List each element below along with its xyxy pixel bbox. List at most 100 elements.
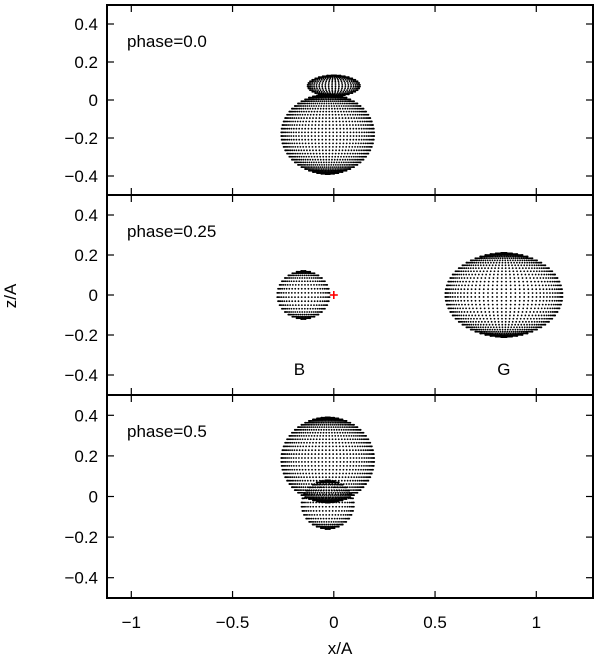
data-point — [365, 127, 367, 130]
data-point — [304, 300, 306, 303]
data-point — [322, 110, 325, 113]
data-point — [326, 420, 328, 422]
data-point — [288, 138, 291, 141]
data-point — [489, 328, 491, 331]
data-point — [301, 315, 304, 318]
data-point — [301, 449, 304, 452]
data-point — [540, 326, 543, 329]
data-point — [335, 441, 337, 444]
data-point — [345, 472, 348, 475]
data-point — [339, 131, 342, 134]
data-point — [363, 138, 365, 141]
data-point — [292, 131, 295, 134]
data-point — [343, 164, 346, 166]
data-point — [335, 166, 338, 169]
data-point — [345, 105, 347, 107]
data-point — [286, 117, 289, 119]
data-point — [500, 284, 503, 287]
data-point — [293, 149, 296, 152]
data-point — [322, 168, 325, 170]
data-point — [341, 82, 343, 84]
data-point — [366, 472, 369, 475]
data-point — [317, 142, 320, 145]
data-point — [352, 453, 355, 455]
data-point — [528, 267, 530, 270]
data-point — [342, 434, 345, 437]
data-point — [364, 449, 367, 452]
data-point — [328, 107, 331, 110]
data-point — [545, 299, 548, 302]
data-point — [298, 158, 301, 161]
data-point — [456, 314, 459, 317]
data-point — [343, 423, 345, 426]
data-point — [331, 441, 334, 444]
data-point — [325, 110, 328, 113]
data-point — [310, 491, 313, 494]
data-point — [286, 145, 289, 148]
data-point — [321, 457, 324, 459]
data-point — [297, 287, 300, 290]
data-point — [285, 120, 288, 123]
data-point — [296, 113, 299, 116]
data-point — [492, 261, 495, 264]
data-point — [321, 142, 324, 145]
data-point — [292, 311, 294, 313]
data-point — [342, 127, 345, 130]
data-point — [357, 142, 360, 145]
data-point — [323, 300, 326, 303]
data-point — [301, 464, 303, 467]
data-point — [510, 257, 513, 260]
data-point — [328, 145, 331, 148]
data-point — [321, 124, 324, 126]
data-point — [501, 330, 504, 333]
data-point — [344, 431, 347, 434]
data-point — [301, 142, 304, 145]
data-point — [493, 317, 496, 320]
data-point — [284, 468, 287, 471]
data-point — [352, 161, 355, 164]
data-point — [529, 277, 532, 279]
data-point — [350, 164, 352, 166]
data-point — [317, 464, 320, 467]
data-point — [304, 457, 306, 459]
data-point — [476, 311, 479, 313]
data-point — [532, 277, 535, 279]
data-point — [360, 464, 363, 467]
data-point — [327, 426, 330, 429]
data-point — [472, 267, 475, 270]
data-point — [468, 261, 471, 264]
data-point — [470, 261, 473, 264]
data-point — [281, 304, 283, 307]
data-point — [324, 85, 327, 88]
data-point — [322, 431, 325, 434]
data-point — [368, 449, 370, 452]
data-point — [463, 277, 466, 279]
data-point — [285, 449, 288, 452]
data-point — [466, 277, 469, 279]
data-point — [354, 82, 356, 84]
data-point — [301, 280, 303, 283]
data-point — [343, 89, 346, 92]
data-point — [464, 264, 466, 267]
data-point — [328, 296, 331, 298]
data-point — [339, 164, 342, 166]
data-point — [469, 320, 472, 323]
data-point — [543, 270, 546, 273]
data-point — [317, 168, 320, 170]
data-point — [345, 445, 348, 448]
data-point — [319, 300, 322, 303]
data-point — [514, 323, 517, 326]
data-point — [321, 461, 324, 463]
data-point — [314, 464, 317, 467]
data-point — [353, 117, 355, 119]
data-point — [317, 468, 320, 471]
data-point — [493, 257, 495, 260]
data-point — [306, 307, 309, 310]
data-point — [358, 434, 361, 437]
data-point — [318, 85, 321, 88]
data-point — [307, 315, 310, 318]
data-point — [480, 328, 483, 331]
data-point — [360, 117, 363, 119]
data-point — [303, 102, 306, 105]
data-point — [344, 90, 347, 93]
